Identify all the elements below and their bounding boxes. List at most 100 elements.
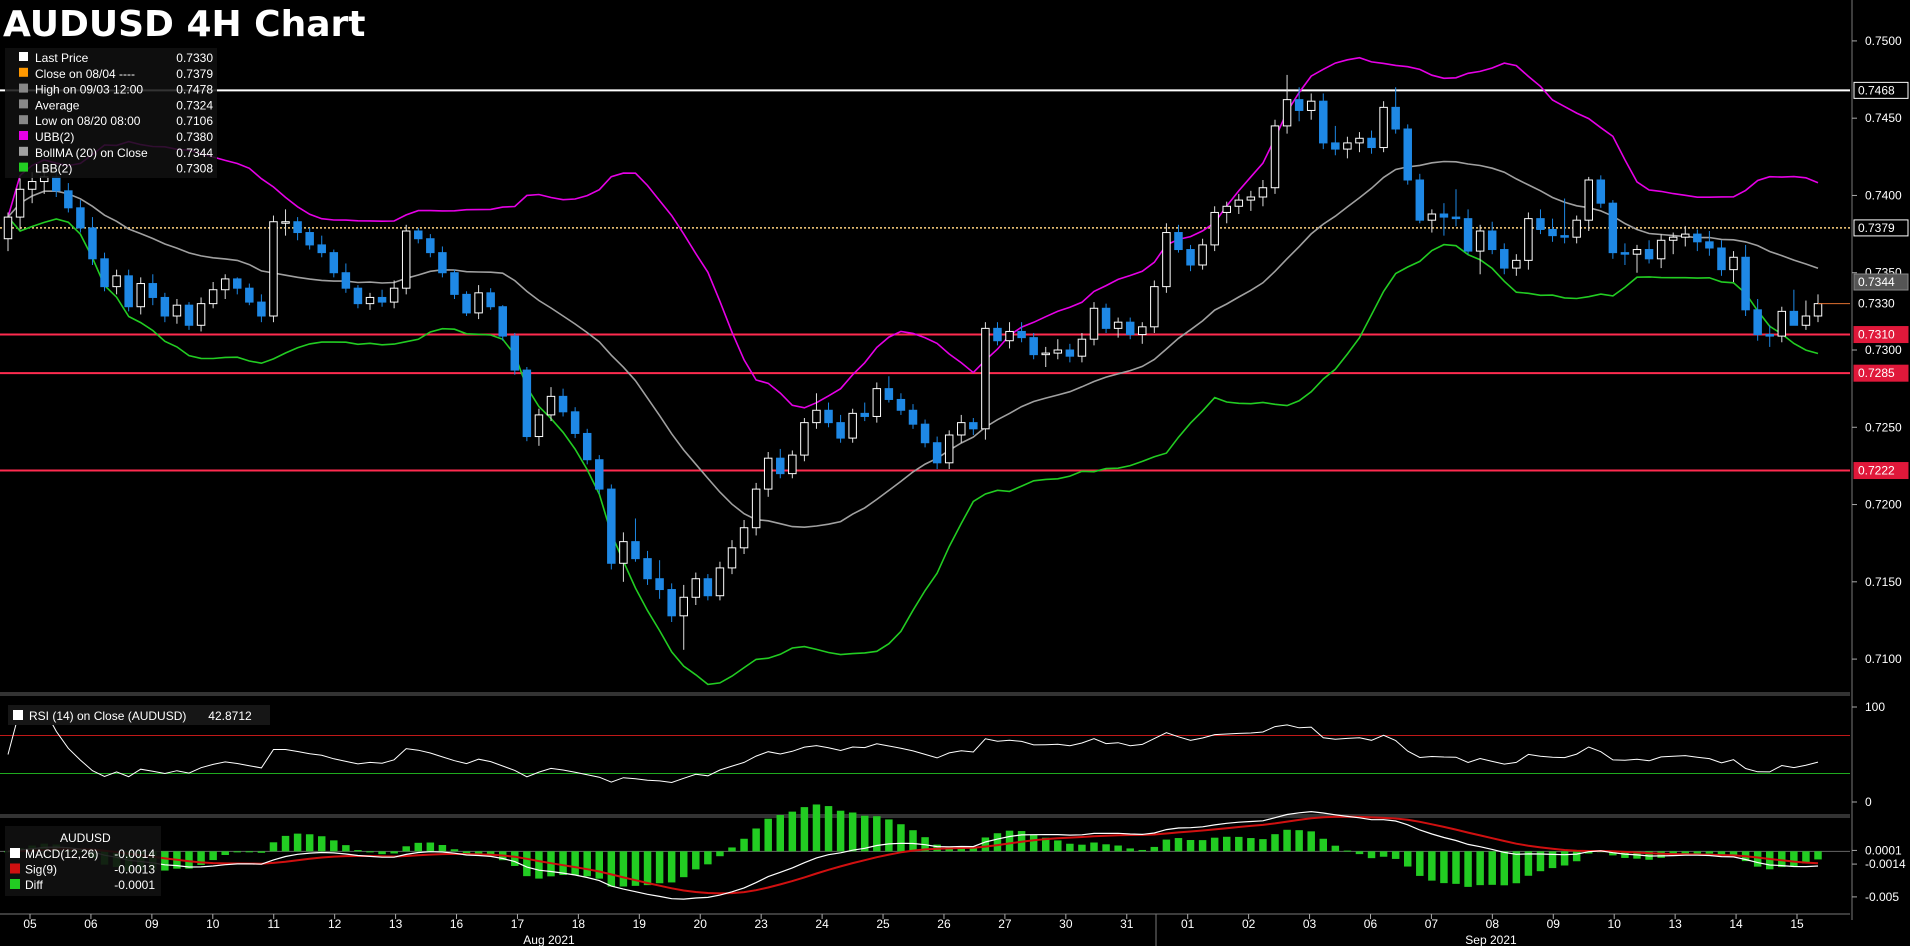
macd-diff-bar [185,851,193,869]
macd-diff-bar [679,851,688,878]
time-tick-label: 19 [633,917,647,931]
macd-diff-bar [535,851,543,879]
macd-diff-bar [764,818,772,852]
candle-body [848,412,857,439]
time-tick-label: 05 [23,917,37,931]
candle-body [1500,249,1509,269]
candle-body [1367,137,1376,149]
candle-body [1572,219,1581,238]
macd-diff-bar [873,816,881,852]
candle-body [812,409,821,424]
macd-diff-bar [1198,840,1207,852]
macd-diff-bar [1271,834,1279,852]
legend-value: 0.7478 [176,83,213,97]
macd-legend-value: -0.0014 [114,847,155,861]
candle-body [1608,202,1618,254]
candle-body [920,423,930,444]
candle-body [27,181,37,190]
rsi-swatch [13,710,23,720]
candle-body [763,457,773,490]
macd-diff-bar [1416,851,1424,876]
price-tick-label: 0.7300 [1865,343,1902,357]
macd-diff-bar [1066,843,1074,852]
candle-body [908,409,918,425]
time-tick-label: 16 [450,917,464,931]
candle-body [1017,330,1026,339]
candle-body [389,287,399,303]
time-tick-label: 13 [389,917,403,931]
candle-body [969,422,978,430]
macd-diff-bar [1235,836,1243,852]
legend-swatch [19,162,28,172]
candle-body [3,216,13,240]
macd-diff-bar [1428,851,1436,881]
candle-body [64,190,73,209]
macd-diff-bar [426,842,435,852]
legend-label: Close on 08/04 ---- [35,67,135,81]
candle-body [715,567,725,597]
candle-body [993,327,1002,342]
price-tick-label: 0.7400 [1865,188,1902,202]
candle-body [1620,252,1630,255]
macd-diff-bar [305,834,314,852]
macd-diff-bar [1476,851,1484,886]
time-tick-label: 02 [1242,917,1256,931]
price-tag-box [1853,364,1909,382]
macd-diff-bar [1717,851,1726,856]
candle-body [655,578,664,591]
macd-diff-bar [860,815,869,852]
price-tag-box [1853,295,1909,313]
candle-body [1693,233,1702,243]
macd-legend-swatch [10,863,20,874]
macd-diff-bar [1247,838,1255,852]
rsi-tick-label: 0 [1865,795,1872,809]
candle-body [1005,330,1014,342]
time-tick-label: 11 [267,917,280,931]
macd-diff-bar [1705,851,1714,854]
macd-diff-bar [1681,851,1690,855]
candle-body [1415,179,1425,221]
rsi-legend: RSI (14) on Close (AUDUSD) 42.8712 [8,705,270,725]
candle-body [112,275,121,288]
macd-diff-bar [1138,849,1147,852]
macd-tick-label: -0.005 [1865,890,1899,904]
macd-diff-bar [559,851,567,876]
macd-diff-bar [740,838,748,852]
time-tick-label: 06 [1364,917,1378,931]
price-tag-box [1853,219,1909,237]
macd-diff-bar [1403,851,1412,867]
legend-swatch [19,52,28,61]
candle-body [1258,187,1268,198]
macd-diff-bar [1488,851,1496,885]
candle-body [76,207,85,229]
macd-diff-bar [1186,840,1195,852]
time-tick-label: 09 [1547,917,1561,931]
macd-diff-bar [1391,851,1400,859]
macd-diff-bar [1307,831,1315,852]
candle-body [1717,247,1726,271]
candle-body [582,432,592,461]
candle-body [1113,321,1123,329]
macd-diff-bar [1440,851,1448,884]
macd-diff-bar [752,828,760,852]
candle-body [1222,205,1231,213]
macd-diff-bar [1753,851,1762,867]
legend-swatch [19,146,28,156]
time-tick-label: 30 [1059,917,1073,931]
price-tick-label: 0.7200 [1865,498,1902,512]
macd-diff-bar [1162,839,1171,852]
price-tag-box [1853,462,1909,480]
candle-body [1729,256,1738,271]
candle-body [981,327,990,430]
candle-body [1355,137,1364,144]
macd-diff-bar [981,837,990,852]
candle-body [932,442,942,464]
legend-value: 0.7344 [176,146,213,160]
candle-body [1101,307,1111,329]
time-tick-label: 23 [754,917,768,931]
candle-body [691,578,701,598]
candle-body [305,232,314,246]
macd-diff-bar [1355,851,1364,855]
macd-diff-bar [330,840,338,852]
macd-diff-bar [1041,837,1050,852]
